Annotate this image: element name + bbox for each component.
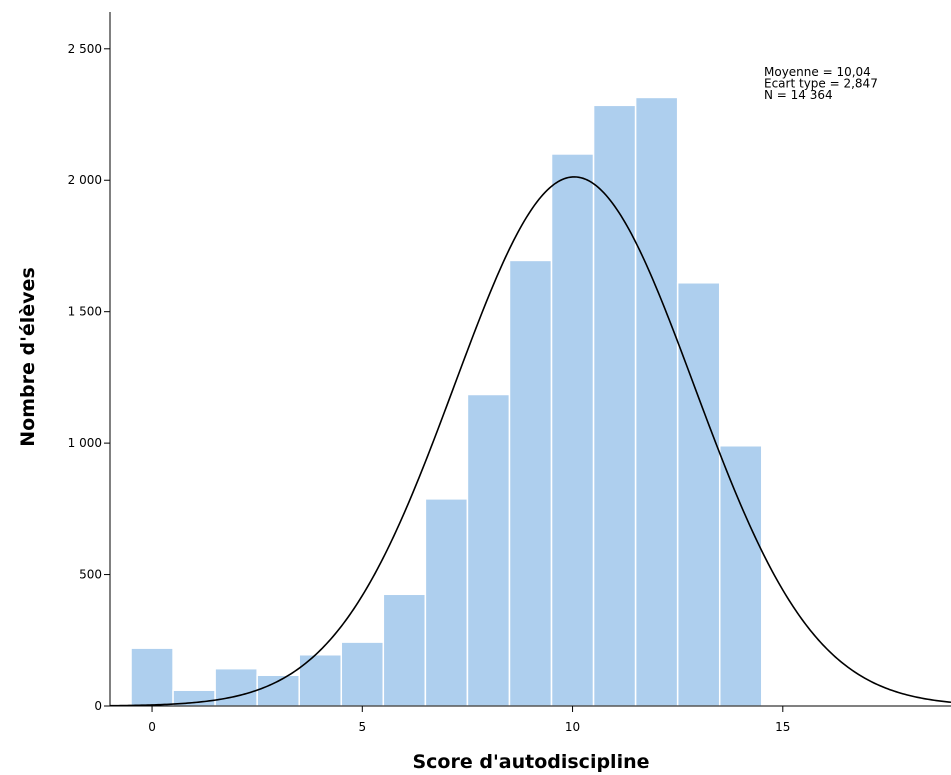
histogram-bar-2	[215, 669, 257, 706]
x-axis-title: Score d'autodiscipline	[412, 751, 649, 773]
y-tick-label: 2 000	[68, 173, 102, 187]
y-tick-label: 0	[94, 699, 102, 713]
histogram-bar-5	[341, 642, 383, 706]
x-axis: 0 5 10 15	[110, 706, 951, 734]
x-tick-label: 5	[358, 720, 366, 734]
histogram-bar-6	[383, 594, 425, 706]
y-axis-title: Nombre d'élèves	[17, 267, 39, 447]
histogram-bar-3	[257, 675, 299, 706]
x-tick-label: 15	[775, 720, 790, 734]
y-tick-label: 1 500	[68, 305, 102, 319]
histogram-bar-7	[425, 499, 467, 706]
x-tick-label: 10	[565, 720, 580, 734]
y-tick-label: 500	[79, 568, 102, 582]
histogram-bar-13	[678, 283, 720, 706]
x-tick-label: 0	[148, 720, 156, 734]
y-axis: 0 500 1 000 1 500 2 000 2 500	[68, 12, 110, 713]
stats-line: N = 14 364	[764, 88, 833, 102]
histogram-bar-0	[131, 648, 173, 706]
histogram-bar-9	[509, 260, 551, 706]
bars-group	[131, 97, 762, 706]
histogram-bar-14	[720, 446, 762, 706]
histogram-bar-10	[552, 154, 594, 706]
histogram-bar-11	[594, 105, 636, 706]
histogram-bar-12	[636, 97, 678, 706]
histogram-bar-8	[467, 394, 509, 706]
y-tick-label: 2 500	[68, 42, 102, 56]
y-tick-label: 1 000	[68, 436, 102, 450]
